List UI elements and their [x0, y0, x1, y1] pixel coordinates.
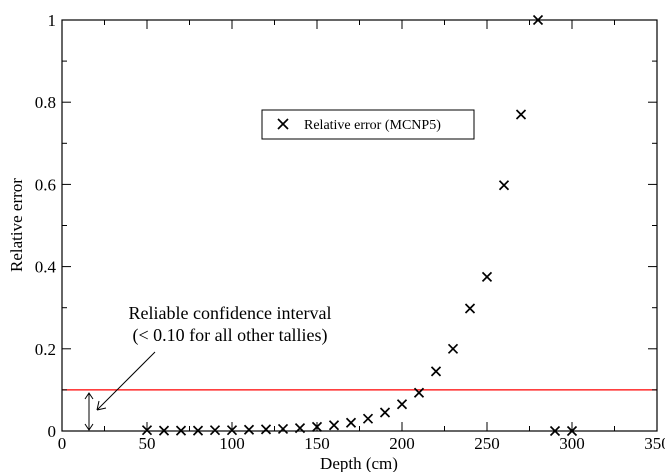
legend: Relative error (MCNP5)	[261, 109, 475, 140]
data-point-stroke	[192, 425, 204, 436]
plot-frame	[61, 19, 658, 432]
data-point	[566, 425, 578, 437]
data-point	[464, 303, 476, 314]
plot-area	[61, 19, 658, 432]
x-tick-label: 50	[139, 434, 156, 453]
legend-label: Relative error (MCNP5)	[304, 118, 441, 133]
x-tick-label: 0	[58, 434, 67, 453]
x-tick-label: 100	[219, 434, 245, 453]
data-point	[243, 424, 255, 435]
annotation-pointer	[96, 351, 156, 411]
data-point	[226, 425, 238, 436]
data-point-stroke	[532, 14, 544, 26]
interval-arrow	[84, 392, 94, 431]
data-point-stroke	[311, 421, 323, 432]
y-axis-label: Relative error	[7, 178, 26, 272]
data-point-stroke	[515, 109, 527, 120]
data-point-stroke	[413, 387, 425, 398]
data-point-stroke	[328, 420, 340, 431]
annotation-line-2: (< 0.10 for all other tallies)	[132, 325, 327, 346]
data-point-stroke	[175, 425, 187, 436]
data-point-stroke	[141, 425, 153, 436]
x-tick-label: 150	[304, 434, 330, 453]
legend-box	[261, 109, 475, 140]
data-point	[209, 425, 221, 436]
data-point	[328, 420, 340, 431]
data-point-stroke	[362, 413, 374, 424]
data-point-stroke	[396, 399, 408, 410]
data-point-stroke	[430, 366, 442, 377]
y-tick-label: 0.6	[35, 175, 56, 194]
data-point	[447, 343, 459, 354]
annotation-line-1: Reliable confidence interval	[129, 303, 332, 323]
data-point	[311, 421, 323, 432]
data-point-stroke	[566, 425, 578, 437]
legend-marker	[277, 118, 289, 130]
y-tick-label: 1	[48, 11, 57, 30]
data-point-stroke	[260, 424, 272, 435]
y-tick-label: 0	[48, 422, 57, 441]
data-point	[345, 417, 357, 428]
data-point	[362, 413, 374, 424]
x-tick-label: 350	[644, 434, 665, 453]
data-point-stroke	[277, 423, 289, 435]
data-point-stroke	[294, 423, 306, 434]
data-point	[379, 407, 391, 418]
data-point	[515, 109, 527, 120]
data-point-stroke	[481, 271, 493, 282]
x-tick-label: 250	[474, 434, 500, 453]
data-point	[430, 366, 442, 377]
data-point-stroke	[243, 424, 255, 435]
y-tick-label: 0.2	[35, 340, 56, 359]
x-tick-label: 300	[559, 434, 585, 453]
data-point-stroke	[464, 303, 476, 314]
x-tick-label: 200	[389, 434, 415, 453]
data-point	[549, 425, 561, 437]
data-point	[192, 425, 204, 436]
data-point	[260, 424, 272, 435]
data-point-stroke	[498, 180, 510, 191]
data-point-stroke	[345, 417, 357, 428]
data-point	[481, 271, 493, 282]
data-point-stroke	[226, 425, 238, 436]
data-point	[175, 425, 187, 436]
axis-ticks: 0 50 100 150 200 250 300 350 0 0.2 0.4 0.6 0.8 1	[35, 11, 665, 453]
data-point	[532, 14, 544, 26]
data-point-stroke	[447, 343, 459, 354]
data-point-stroke	[379, 407, 391, 418]
data-point	[498, 180, 510, 191]
x-axis-label: Depth (cm)	[320, 454, 398, 472]
data-point-stroke	[209, 425, 221, 436]
data-point	[413, 387, 425, 398]
data-point	[277, 423, 289, 435]
annotation-pointer-head	[96, 400, 107, 411]
y-tick-label: 0.8	[35, 93, 56, 112]
data-point	[396, 399, 408, 410]
data-point-stroke	[158, 425, 170, 436]
confidence-annotation: Reliable confidence interval (< 0.10 for…	[84, 303, 332, 431]
data-point	[141, 425, 153, 436]
data-point	[158, 425, 170, 436]
y-tick-label: 0.4	[35, 258, 57, 277]
data-point	[294, 423, 306, 434]
data-points	[141, 14, 578, 437]
data-point-stroke	[549, 425, 561, 437]
